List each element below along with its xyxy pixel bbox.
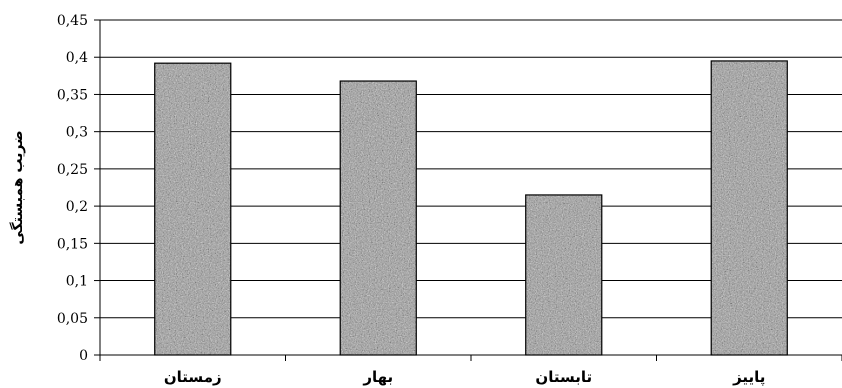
- y-tick-label: 0,2: [66, 199, 88, 215]
- labels: 0 0,05 0,1 0,15 0,2 0,25 0,3 0,35 0,4 0,45 زمستان ب…: [57, 13, 766, 387]
- x-category-label: زمستان: [164, 368, 222, 386]
- bar: [525, 194, 603, 356]
- x-category-label: پاییز: [732, 368, 765, 387]
- bar: [710, 60, 788, 356]
- x-category-label: تابستان: [535, 368, 592, 386]
- y-tick-label: 0,35: [57, 87, 88, 103]
- bars: [154, 60, 788, 356]
- y-tick-label: 0,05: [57, 311, 88, 327]
- y-tick-label: 0,1: [66, 274, 88, 290]
- bar: [339, 80, 417, 356]
- y-tick-label: 0,25: [57, 162, 88, 178]
- y-axis-title: ضریب همبستگی: [9, 130, 26, 244]
- y-tick-label: 0,45: [57, 13, 88, 29]
- y-tick-label: 0: [79, 348, 88, 364]
- y-tick-label: 0,4: [66, 50, 88, 66]
- bar: [154, 62, 232, 356]
- y-tick-label: 0,3: [66, 125, 88, 141]
- x-category-label: بهار: [362, 368, 393, 386]
- y-tick-label: 0,15: [57, 236, 88, 252]
